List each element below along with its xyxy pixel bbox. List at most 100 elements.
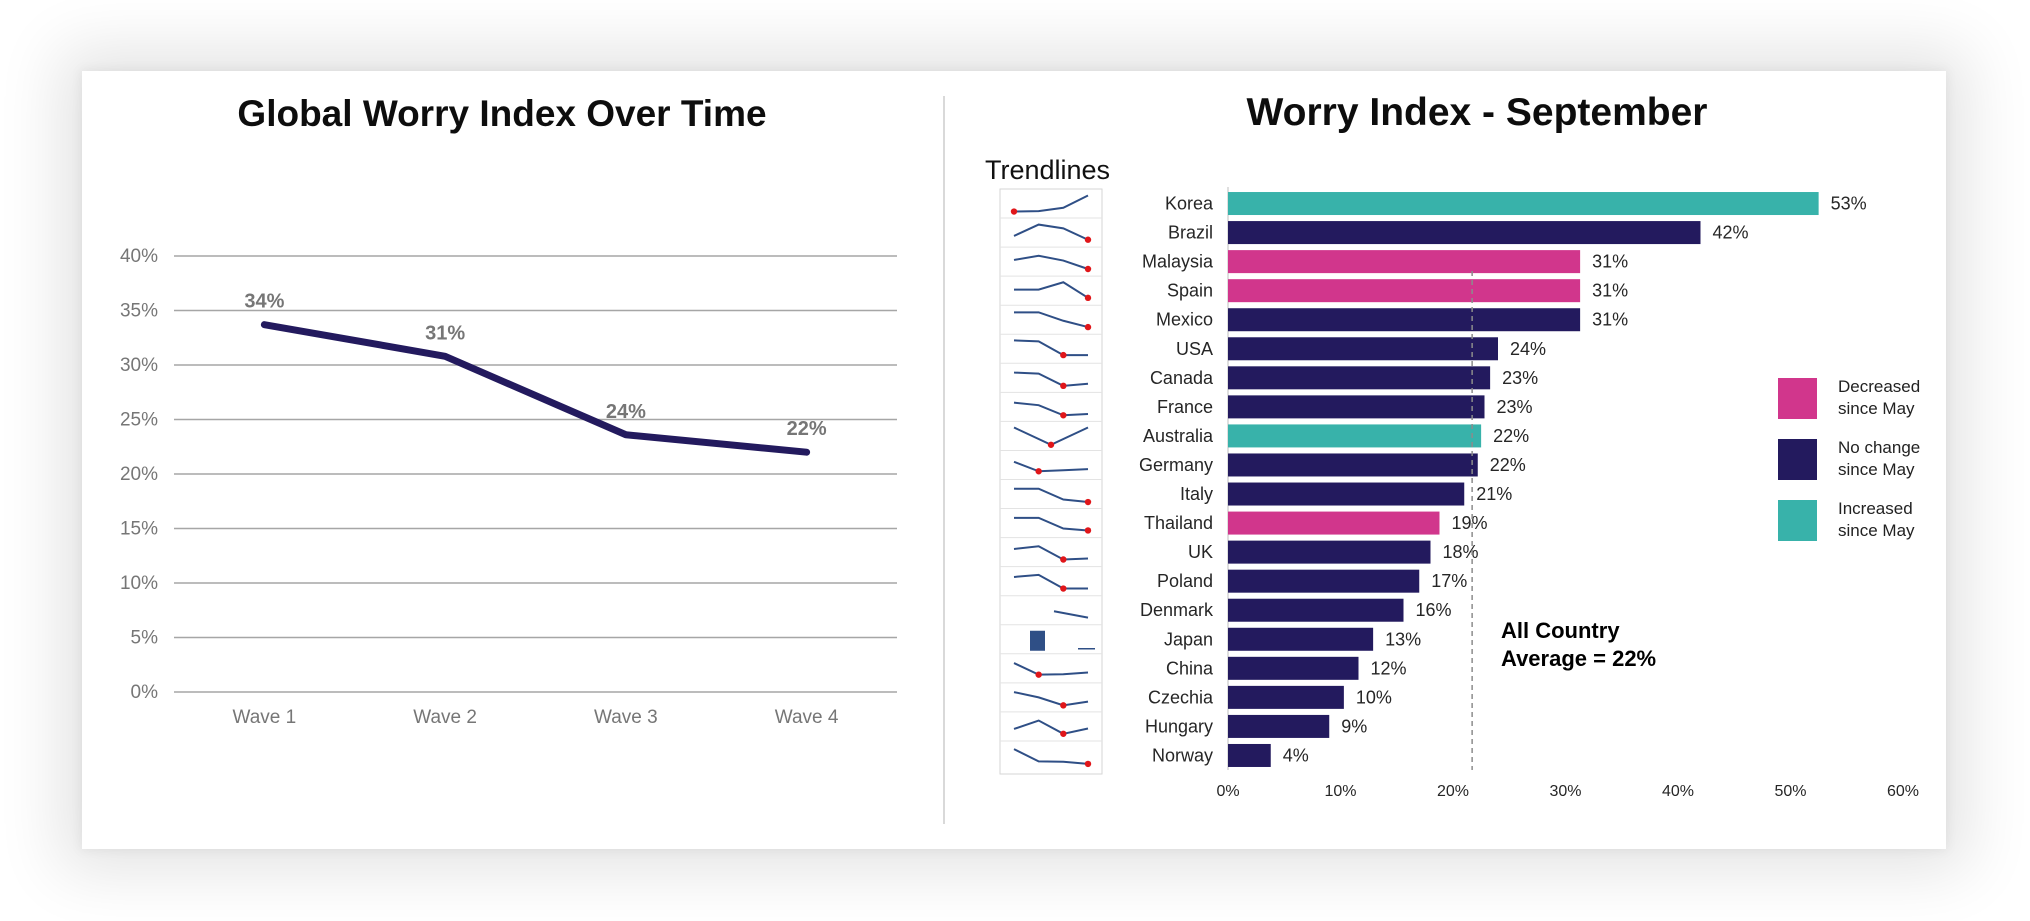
left-chart-title: Global Worry Index Over Time — [237, 93, 767, 134]
bar — [1228, 598, 1404, 622]
bar — [1228, 221, 1701, 245]
bar — [1228, 743, 1271, 767]
bar-value-label: 13% — [1385, 629, 1421, 649]
sparkline-marker — [1084, 498, 1092, 506]
bar — [1228, 627, 1374, 651]
x-tick-label: 40% — [1662, 783, 1694, 800]
y-tick-label: 30% — [120, 355, 158, 376]
category-label: Denmark — [1140, 600, 1214, 620]
sparkline — [1014, 281, 1089, 299]
sparkline-marker — [1035, 671, 1042, 678]
sparkline-marker — [1060, 382, 1067, 390]
bar-value-label: 19% — [1452, 513, 1488, 533]
legend-label-decreased: Decreased since May — [1838, 376, 1978, 420]
y-tick-label: 20% — [120, 464, 158, 485]
category-label: Thailand — [1144, 513, 1213, 533]
category-label: Brazil — [1168, 223, 1213, 243]
data-label: 34% — [244, 291, 284, 313]
x-tick-label: 0% — [1216, 783, 1239, 800]
legend-swatch-decreased — [1778, 378, 1817, 419]
sparkline-panel — [999, 188, 1103, 775]
legend-label-line: Increased — [1838, 499, 1913, 518]
y-tick-label: 5% — [131, 628, 159, 649]
bar — [1228, 482, 1465, 506]
sparkline — [1014, 487, 1089, 504]
category-label: USA — [1176, 339, 1213, 359]
sparkline — [1013, 339, 1088, 357]
x-tick-label: Wave 3 — [594, 707, 658, 728]
bar — [1228, 685, 1344, 709]
bar-value-label: 9% — [1341, 716, 1367, 736]
bar — [1228, 395, 1485, 419]
sparkline-marker — [1084, 236, 1092, 243]
bar-value-label: 12% — [1371, 658, 1407, 678]
bar-value-label: 42% — [1713, 223, 1749, 243]
x-tick-label: Wave 4 — [775, 707, 839, 728]
bar — [1228, 308, 1581, 332]
bar-value-label: 4% — [1283, 745, 1309, 765]
data-label: 24% — [606, 401, 646, 423]
bar-value-label: 17% — [1431, 571, 1467, 591]
bar-value-label: 22% — [1490, 455, 1526, 475]
bar-value-label: 21% — [1476, 484, 1512, 504]
legend-swatch-increased — [1778, 500, 1817, 541]
data-point — [442, 353, 449, 360]
x-tick-label: 60% — [1887, 783, 1919, 800]
sparkline — [1013, 719, 1089, 735]
bar-value-label: 31% — [1592, 281, 1628, 301]
y-tick-label: 40% — [120, 246, 158, 267]
y-tick-label: 15% — [120, 519, 158, 540]
sparkline-marker — [1084, 323, 1092, 331]
x-tick-label: 30% — [1549, 783, 1581, 800]
x-tick-label: 20% — [1437, 783, 1469, 800]
bar — [1228, 424, 1482, 448]
legend-label-line: since May — [1838, 460, 1915, 479]
legend-label-line: since May — [1838, 399, 1915, 418]
bar-value-label: 31% — [1592, 252, 1628, 272]
sparkline-marker — [1060, 702, 1067, 709]
average-annotation-line2: Average = 22% — [1501, 646, 1657, 671]
legend-label-line: No change — [1838, 438, 1921, 457]
legend-swatch-no-change — [1778, 439, 1817, 480]
bar-value-label: 23% — [1502, 368, 1538, 388]
sparkline — [1013, 691, 1089, 707]
legend-label-line: since May — [1838, 521, 1915, 540]
panel-divider — [943, 96, 945, 824]
bar — [1228, 192, 1819, 216]
legend-label-increased: Increased since May — [1838, 498, 1978, 542]
sparkline-marker — [1047, 441, 1055, 448]
category-label: France — [1157, 397, 1213, 417]
bar — [1228, 250, 1581, 274]
sparkline — [1013, 194, 1089, 213]
sparkline — [1013, 254, 1089, 270]
bar-value-label: 23% — [1497, 397, 1533, 417]
sparkline — [1013, 662, 1089, 676]
category-label: Australia — [1143, 426, 1214, 446]
x-tick-label: 50% — [1774, 783, 1806, 800]
bar-value-label: 24% — [1510, 339, 1546, 359]
right-chart-title: Worry Index - September — [1246, 91, 1708, 134]
sparkline-marker — [1084, 527, 1092, 534]
sparkline — [1014, 311, 1089, 329]
category-label: Czechia — [1148, 687, 1214, 707]
category-label: Poland — [1157, 571, 1213, 591]
bar — [1228, 656, 1359, 680]
category-label: China — [1166, 658, 1214, 678]
category-label: Mexico — [1156, 310, 1213, 330]
sparkline — [1013, 223, 1089, 241]
data-label: 22% — [787, 418, 827, 440]
sparkline-marker — [1084, 265, 1092, 273]
trendlines-label: Trendlines — [985, 155, 1111, 185]
category-label: Hungary — [1145, 716, 1213, 736]
bar — [1228, 337, 1498, 361]
sparkline — [1053, 610, 1089, 619]
x-tick-label: Wave 2 — [413, 707, 477, 728]
bar — [1228, 453, 1478, 477]
sparkline-bar — [1030, 630, 1045, 651]
bar — [1228, 279, 1581, 303]
line-chart: 0% 5% 10% 15% 20% 25% 30% 35% 40% Wave 1 Wave 2 Wav… — [120, 246, 897, 728]
sparkline-marker — [1084, 294, 1092, 302]
sparkline-marker — [1060, 556, 1067, 563]
average-annotation: All Country Average = 22% — [1501, 617, 1656, 673]
x-tick-label: Wave 1 — [233, 707, 297, 728]
